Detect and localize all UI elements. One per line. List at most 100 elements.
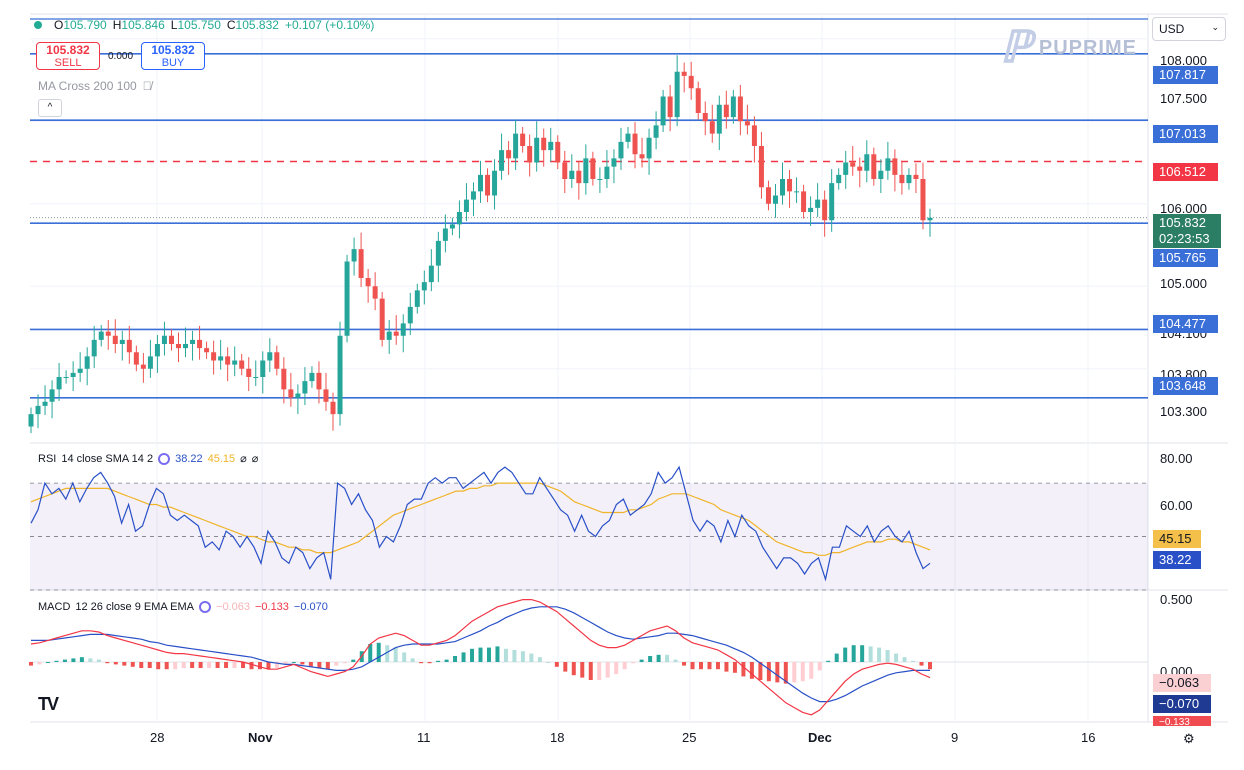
macd-histogram-bar bbox=[29, 662, 33, 666]
buy-button[interactable]: 105.832 BUY bbox=[141, 42, 206, 70]
candle-body bbox=[513, 133, 519, 159]
collapse-legend-button[interactable]: ^ bbox=[38, 99, 62, 117]
macd-histogram-bar bbox=[724, 662, 729, 672]
candle-body bbox=[239, 360, 245, 369]
ohlc-legend: O105.790 H105.846 L105.750 C105.832 +0.1… bbox=[34, 18, 374, 32]
candle-body bbox=[920, 179, 926, 221]
macd-histogram-bar bbox=[495, 646, 500, 662]
macd-histogram-bar bbox=[919, 662, 924, 666]
candle-body bbox=[140, 364, 146, 369]
candle-body bbox=[372, 286, 378, 299]
macd-histogram-bar bbox=[130, 662, 135, 667]
x-tick: 18 bbox=[550, 730, 565, 745]
eye-hidden-icon[interactable]: 👁̸ bbox=[142, 79, 152, 93]
indicator-legend-ma[interactable]: MA Cross 200 100 👁̸ bbox=[38, 79, 152, 93]
candle-body bbox=[520, 133, 526, 146]
macd-histogram-bar bbox=[274, 662, 279, 668]
x-tick: Dec bbox=[808, 730, 832, 745]
macd-histogram-bar bbox=[62, 659, 67, 662]
candle-body bbox=[316, 372, 322, 390]
rsi-legend[interactable]: RSI 14 close SMA 14 2 38.22 45.15 ⌀ ⌀ bbox=[38, 452, 259, 465]
macd-histogram-bar bbox=[894, 653, 899, 662]
candle-body bbox=[77, 368, 83, 373]
indicator-source-icon[interactable] bbox=[199, 601, 212, 613]
x-tick: Nov bbox=[248, 730, 273, 745]
candle-body bbox=[147, 356, 153, 369]
candle-body bbox=[197, 339, 203, 349]
candle-body bbox=[913, 174, 919, 179]
tradingview-logo-icon[interactable]: TV bbox=[38, 694, 59, 714]
candle-body bbox=[154, 344, 160, 357]
macd-histogram-bar bbox=[427, 662, 432, 664]
candle-body bbox=[414, 290, 420, 307]
candle-body bbox=[737, 96, 743, 122]
x-tick: 9 bbox=[951, 730, 959, 745]
candle-body bbox=[787, 179, 793, 192]
macd-legend[interactable]: MACD 12 26 close 9 EMA EMA −0.063 −0.133 … bbox=[38, 601, 328, 613]
candle-body bbox=[892, 158, 898, 175]
macd-histogram-bar bbox=[71, 658, 76, 662]
macd-histogram-bar bbox=[648, 656, 653, 662]
currency-select[interactable]: USD ⌄ bbox=[1152, 17, 1226, 41]
macd-histogram-bar bbox=[749, 662, 754, 679]
candle-body bbox=[702, 113, 708, 122]
candle-body bbox=[836, 174, 842, 184]
dashed-line-label[interactable]: 106.512 bbox=[1153, 163, 1218, 181]
symbol-status-icon bbox=[34, 21, 42, 29]
macd-histogram-bar bbox=[851, 645, 856, 662]
macd-histogram-bar bbox=[520, 651, 525, 662]
macd-histogram-bar bbox=[351, 659, 356, 662]
hline-label[interactable]: 105.765 bbox=[1153, 249, 1218, 267]
indicator-source-icon[interactable] bbox=[158, 452, 171, 465]
hline-label[interactable]: 107.817 bbox=[1153, 66, 1218, 84]
x-tick: 25 bbox=[682, 730, 697, 745]
macd-histogram-bar bbox=[554, 662, 559, 667]
macd-histogram-bar bbox=[563, 662, 568, 672]
macd-histogram-bar bbox=[190, 662, 195, 668]
hline-label[interactable]: 104.477 bbox=[1153, 315, 1218, 333]
sell-button[interactable]: 105.832 SELL bbox=[36, 42, 100, 70]
candle-body bbox=[765, 187, 771, 204]
macd-histogram-bar bbox=[800, 662, 805, 682]
candle-body bbox=[794, 191, 800, 193]
candle-body bbox=[597, 179, 603, 180]
candle-body bbox=[323, 389, 329, 402]
candle-body bbox=[485, 174, 491, 196]
candle-body bbox=[730, 96, 736, 118]
x-tick: 28 bbox=[150, 730, 165, 745]
macd-histogram-bar bbox=[537, 657, 542, 662]
candle-body bbox=[463, 199, 469, 212]
ohlc-low: L105.750 bbox=[170, 18, 221, 32]
candle-body bbox=[590, 158, 596, 179]
macd-histogram-bar bbox=[673, 659, 678, 662]
candle-body bbox=[330, 401, 336, 415]
candle-body bbox=[400, 323, 406, 336]
ohlc-high: H105.846 bbox=[112, 18, 165, 32]
candle-body bbox=[393, 331, 399, 336]
macd-histogram-bar bbox=[291, 662, 296, 663]
candle-body bbox=[527, 146, 533, 163]
macd-histogram-bar bbox=[436, 660, 441, 662]
macd-histogram-bar bbox=[105, 662, 110, 664]
macd-histogram-bar bbox=[834, 653, 839, 662]
macd-histogram-bar bbox=[342, 662, 347, 664]
candle-body bbox=[168, 335, 174, 344]
macd-histogram-bar bbox=[266, 662, 271, 670]
candle-body bbox=[632, 133, 638, 155]
macd-histogram-bar bbox=[571, 662, 576, 676]
macd-histogram-bar bbox=[622, 662, 627, 670]
candle-body bbox=[688, 75, 694, 89]
hline-label[interactable]: 103.648 bbox=[1153, 377, 1218, 395]
hline-label[interactable]: 107.013 bbox=[1153, 125, 1218, 143]
candle-body bbox=[576, 170, 582, 184]
macd-histogram-bar bbox=[665, 654, 670, 662]
candle-body bbox=[35, 405, 41, 415]
macd-histogram-bar bbox=[334, 662, 339, 666]
candle-body bbox=[42, 401, 48, 406]
macd-histogram-bar bbox=[198, 662, 203, 668]
candle-body bbox=[506, 150, 512, 159]
macd-histogram-bar bbox=[707, 662, 712, 670]
price-tick: 103.300 bbox=[1160, 404, 1207, 419]
settings-gear-icon[interactable]: ⚙ bbox=[1183, 731, 1195, 746]
